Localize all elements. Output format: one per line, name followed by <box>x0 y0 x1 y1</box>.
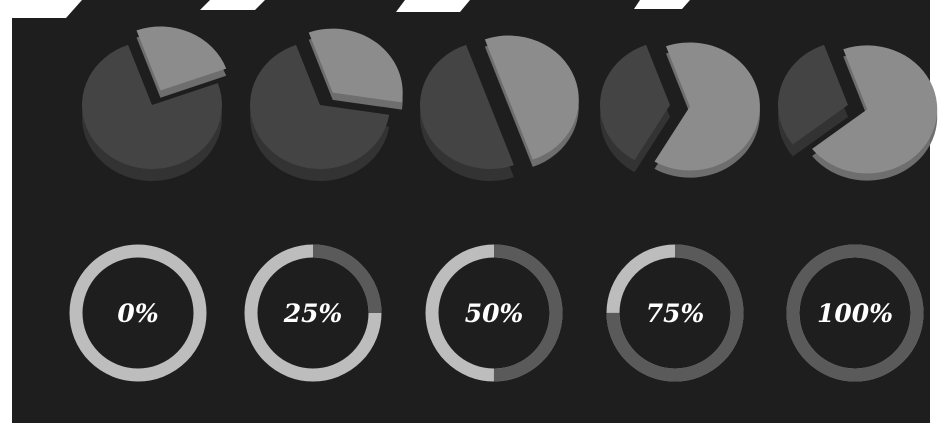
pie-chart-2 <box>250 28 403 181</box>
progress-ring-4: 75% <box>606 244 744 382</box>
pie-dark-slice <box>600 44 670 161</box>
pie-dark-slice <box>82 44 222 169</box>
ring-percent-label: 0% <box>117 299 158 328</box>
ring-percent-label: 75% <box>646 299 705 328</box>
ring-progress-arc <box>244 244 382 382</box>
pie-chart-1 <box>82 26 227 181</box>
pie-chart-5 <box>778 44 938 181</box>
ring-percent-label: 50% <box>465 299 524 328</box>
ring-percent-label: 25% <box>283 299 343 328</box>
progress-ring-2: 25% <box>244 244 382 382</box>
progress-ring-row: 0% 25% 50% 75% 100% <box>69 244 924 382</box>
edge-wedge-6 <box>634 0 690 9</box>
ring-progress-arc <box>425 244 563 382</box>
pie-light-slice <box>136 26 227 91</box>
edge-wedge-2 <box>12 0 82 18</box>
pie-light-slice <box>654 42 760 171</box>
ring-percent-label: 100% <box>817 299 893 328</box>
pie-light-slice <box>812 45 938 174</box>
edge-wedge-3 <box>0 230 12 423</box>
edge-wedge-7 <box>930 0 941 423</box>
pie-chart-3 <box>420 35 579 181</box>
pie-chart-4 <box>600 42 760 178</box>
pie-dark-slice <box>420 44 514 169</box>
pie-dark-slice <box>778 44 848 145</box>
pie-dark-slice <box>250 44 390 169</box>
pie-chart-row <box>82 26 938 181</box>
progress-ring-5: 100% <box>786 244 924 382</box>
ring-track <box>69 244 207 382</box>
edge-wedge-5 <box>396 0 470 12</box>
progress-ring-3: 50% <box>425 244 563 382</box>
progress-ring-1: 0% <box>69 244 207 382</box>
pie-light-slice <box>308 28 403 103</box>
ring-progress-arc <box>786 244 924 382</box>
ring-progress-arc <box>606 244 744 382</box>
pie-light-slice <box>484 35 579 160</box>
edge-wedge-4 <box>200 0 265 10</box>
